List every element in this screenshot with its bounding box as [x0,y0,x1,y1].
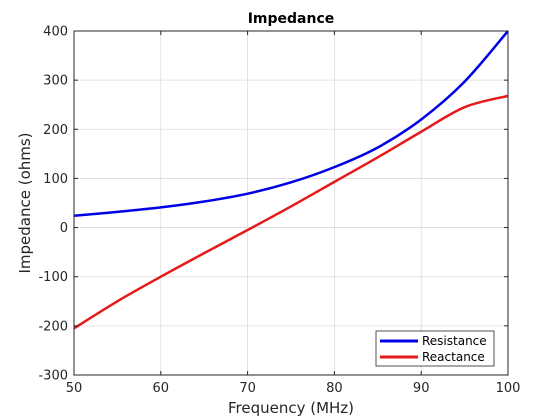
ticks: 50 60 70 80 90 100 -300 -200 -100 0 100 200 300 400 [38,25,520,397]
series-line-reactance [73,94,509,330]
y-tick-label: -300 [38,369,68,384]
y-tick-label: 100 [43,172,68,187]
x-tick-label: 50 [66,381,83,396]
series-layer [73,30,509,330]
chart-title: Impedance [248,11,335,27]
x-tick-label: 100 [496,381,521,396]
plot-area [74,31,508,375]
y-tick-label: 400 [43,25,68,40]
legend-label-resistance: Resistance [422,334,487,348]
plot-frame [73,30,509,376]
x-tick-label: 90 [413,381,430,396]
legend-label-reactance: Reactance [422,350,485,364]
y-tick-label: 0 [60,221,68,236]
x-tick-label: 80 [326,381,343,396]
x-tick-label: 60 [153,381,170,396]
y-tick-label: -200 [38,319,68,334]
series-line-resistance [73,30,509,218]
y-axis-label: Impedance (ohms) [16,132,34,273]
y-tick-label: -100 [38,270,68,285]
legend: Resistance Reactance [375,330,495,367]
legend-box [375,330,495,367]
y-tick-label: 300 [43,74,68,89]
x-tick-label: 70 [239,381,256,396]
x-axis-label: Frequency (MHz) [228,399,354,417]
y-tick-label: 200 [43,123,68,138]
